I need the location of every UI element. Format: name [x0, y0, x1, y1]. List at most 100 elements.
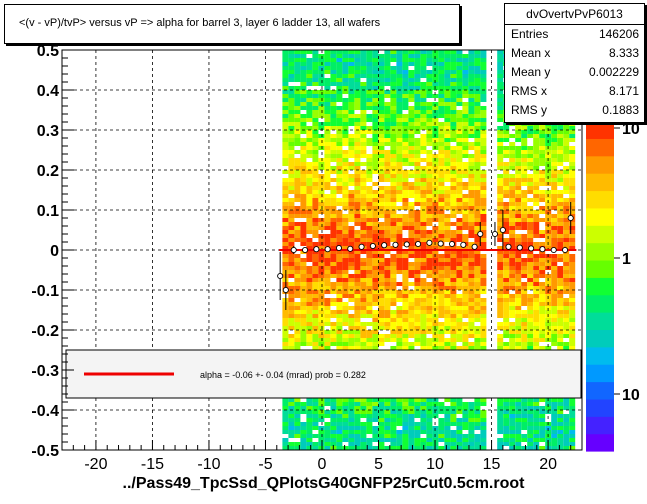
heatmap-cell	[336, 310, 343, 314]
heatmap-cell	[342, 74, 349, 78]
heatmap-cell	[539, 290, 546, 294]
heatmap-cell	[515, 190, 522, 194]
heatmap-cell	[330, 190, 337, 194]
heatmap-cell	[408, 126, 415, 130]
heatmap-cell	[474, 74, 481, 78]
heatmap-cell	[366, 446, 373, 450]
heatmap-cell	[336, 234, 343, 238]
heatmap-cell	[354, 78, 361, 82]
heatmap-cell	[360, 326, 367, 330]
heatmap-cell	[306, 246, 313, 250]
heatmap-cell	[402, 170, 409, 174]
heatmap-cell	[515, 330, 522, 334]
heatmap-cell	[438, 90, 445, 94]
heatmap-cell	[450, 314, 457, 318]
heatmap-cell	[294, 62, 301, 66]
heatmap-cell	[456, 138, 463, 142]
heatmap-cell	[354, 238, 361, 242]
heatmap-cell	[456, 230, 463, 234]
heatmap-cell	[384, 74, 391, 78]
heatmap-cell	[306, 446, 313, 450]
heatmap-cell	[438, 258, 445, 262]
heatmap-cell	[294, 190, 301, 194]
heatmap-cell	[318, 338, 325, 342]
color-bar-label: 10	[622, 387, 640, 404]
heatmap-cell	[426, 234, 433, 238]
heatmap-cell	[360, 434, 367, 438]
heatmap-cell	[497, 62, 504, 66]
heatmap-cell	[324, 222, 331, 226]
heatmap-cell	[384, 82, 391, 86]
heatmap-cell	[563, 218, 570, 222]
heatmap-cell	[474, 318, 481, 322]
heatmap-cell	[450, 274, 457, 278]
heatmap-cell	[539, 406, 546, 410]
heatmap-cell	[390, 426, 397, 430]
heatmap-cell	[300, 446, 307, 450]
heatmap-cell	[366, 442, 373, 446]
heatmap-cell	[282, 438, 289, 442]
heatmap-cell	[569, 346, 576, 350]
heatmap-cell	[450, 306, 457, 310]
heatmap-cell	[390, 330, 397, 334]
heatmap-cell	[456, 266, 463, 270]
heatmap-cell	[330, 70, 337, 74]
heatmap-cell	[480, 310, 487, 314]
heatmap-cell	[366, 202, 373, 206]
heatmap-cell	[551, 414, 558, 418]
heatmap-cell	[503, 314, 510, 318]
heatmap-cell	[306, 258, 313, 262]
heatmap-cell	[462, 310, 469, 314]
heatmap-cell	[444, 70, 451, 74]
heatmap-cell	[330, 186, 337, 190]
heatmap-cell	[420, 98, 427, 102]
heatmap-cell	[462, 222, 469, 226]
heatmap-cell	[288, 406, 295, 410]
heatmap-cell	[354, 434, 361, 438]
heatmap-cell	[402, 406, 409, 410]
heatmap-cell	[384, 54, 391, 58]
heatmap-cell	[515, 310, 522, 314]
heatmap-cell	[300, 94, 307, 98]
heatmap-cell	[521, 182, 528, 186]
heatmap-cell	[390, 50, 397, 54]
heatmap-cell	[414, 130, 421, 134]
stats-value: 8.171	[608, 84, 639, 98]
heatmap-cell	[474, 338, 481, 342]
heatmap-cell	[336, 58, 343, 62]
heatmap-cell	[396, 222, 403, 226]
heatmap-cell	[468, 322, 475, 326]
heatmap-cell	[444, 218, 451, 222]
heatmap-cell	[533, 426, 540, 430]
heatmap-cell	[563, 402, 570, 406]
heatmap-cell	[509, 338, 516, 342]
heatmap-cell	[360, 402, 367, 406]
heatmap-cell	[426, 446, 433, 450]
heatmap-cell	[288, 122, 295, 126]
heatmap-cell	[330, 94, 337, 98]
heatmap-cell	[312, 166, 319, 170]
heatmap-cell	[456, 110, 463, 114]
heatmap-cell	[450, 78, 457, 82]
heatmap-cell	[444, 222, 451, 226]
heatmap-cell	[474, 222, 481, 226]
heatmap-cell	[396, 318, 403, 322]
heatmap-cell	[497, 222, 504, 226]
heatmap-cell	[515, 342, 522, 346]
heatmap-cell	[348, 154, 355, 158]
heatmap-cell	[426, 266, 433, 270]
heatmap-cell	[444, 406, 451, 410]
heatmap-cell	[503, 206, 510, 210]
heatmap-cell	[426, 162, 433, 166]
heatmap-cell	[474, 126, 481, 130]
heatmap-cell	[414, 74, 421, 78]
heatmap-cell	[444, 426, 451, 430]
heatmap-cell	[372, 434, 379, 438]
heatmap-cell	[551, 438, 558, 442]
heatmap-cell	[318, 186, 325, 190]
heatmap-cell	[515, 234, 522, 238]
heatmap-cell	[563, 278, 570, 282]
heatmap-cell	[348, 146, 355, 150]
heatmap-cell	[294, 206, 301, 210]
heatmap-cell	[456, 294, 463, 298]
